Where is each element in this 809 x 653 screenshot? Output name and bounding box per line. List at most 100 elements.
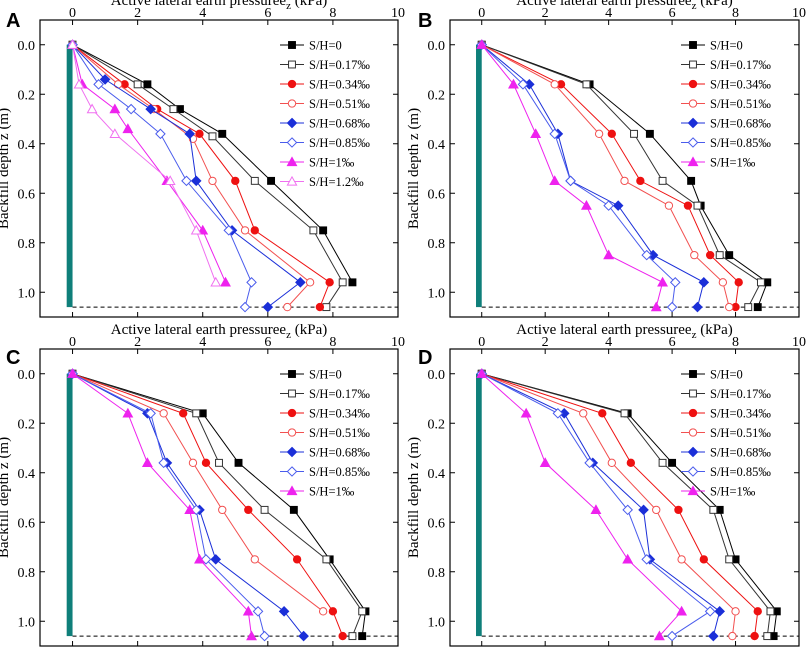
legend-item: S/H=0.17‰	[681, 387, 771, 401]
legend-label: S/H=1‰	[309, 485, 355, 499]
series-line	[72, 44, 344, 308]
data-point	[246, 630, 257, 641]
legend-label: S/H=0	[710, 39, 743, 53]
legend-item: S/H=0.17‰	[280, 387, 370, 401]
data-point	[250, 555, 259, 564]
legend-marker	[286, 485, 298, 496]
data-point	[598, 409, 607, 418]
data-point	[309, 226, 318, 235]
data-point	[630, 129, 638, 138]
data-point	[692, 301, 703, 313]
legend-marker	[687, 466, 699, 477]
legend-label: S/H=1‰	[710, 156, 756, 170]
data-point	[184, 504, 196, 515]
x-tick-label: 0	[478, 6, 485, 21]
legend-item: S/H=0.51‰	[280, 97, 370, 111]
legend-item: S/H=0.51‰	[681, 426, 771, 440]
data-point	[113, 80, 123, 89]
data-point	[705, 250, 715, 260]
data-point	[690, 250, 699, 260]
data-point	[766, 607, 775, 616]
legend-item: S/H=0.68‰	[681, 446, 771, 460]
legend-item: S/H=0.85‰	[681, 465, 771, 479]
data-point	[709, 505, 718, 514]
data-point	[133, 80, 142, 89]
data-point	[250, 226, 259, 235]
series-1	[477, 369, 775, 641]
legend-item: S/H=0.51‰	[681, 97, 771, 111]
series-line	[481, 44, 664, 308]
x-tick-label: 0	[69, 335, 76, 350]
legend-label: S/H=0.85‰	[309, 465, 370, 479]
legend-marker	[288, 389, 296, 398]
legend-label: S/H=0.17‰	[710, 387, 771, 401]
x-tick-label: 8	[732, 335, 739, 350]
data-point	[208, 132, 217, 141]
legend-label: S/H=1‰	[309, 156, 355, 170]
data-point	[517, 79, 529, 90]
legend-item: S/H=1‰	[280, 485, 355, 499]
legend-item: S/H=0.68‰	[280, 117, 370, 131]
data-point	[218, 505, 227, 515]
data-point	[693, 201, 702, 210]
plot-frame	[449, 348, 800, 647]
series-3	[477, 369, 740, 641]
legend: S/H=0 S/H=0.17‰ S/H=0.34‰ S/H=0.51‰ S/H=0.68…	[681, 368, 771, 499]
x-tick-label: 10	[792, 335, 806, 350]
data-point	[612, 200, 624, 211]
series-5	[67, 368, 270, 642]
legend-label: S/H=0.85‰	[710, 136, 771, 150]
data-point	[192, 409, 201, 418]
data-point	[620, 176, 629, 186]
legend-label: S/H=0.17‰	[309, 58, 370, 72]
data-point	[328, 607, 338, 616]
data-point	[109, 128, 121, 139]
legend-item: S/H=0.34‰	[280, 78, 370, 92]
legend-marker	[287, 99, 297, 108]
legend-marker	[288, 41, 296, 49]
data-point	[86, 103, 98, 114]
data-point	[259, 630, 270, 642]
legend-marker	[287, 79, 297, 89]
x-tick-label: 2	[134, 335, 141, 350]
data-point	[594, 129, 604, 139]
y-tick-label: 1.0	[428, 286, 446, 301]
y-tick-label: 0.6	[428, 516, 446, 531]
legend-label: S/H=0.85‰	[309, 136, 370, 150]
data-point	[164, 175, 176, 186]
data-point	[658, 458, 667, 467]
data-point	[358, 632, 367, 641]
data-point	[622, 553, 634, 564]
data-point	[190, 224, 202, 235]
x-tick-label: 2	[542, 335, 549, 350]
data-point	[641, 249, 653, 261]
legend-item: S/H=0.68‰	[681, 117, 771, 131]
x-axis-title: Active lateral earth pressureez (kPa)	[516, 322, 732, 341]
data-point	[197, 224, 209, 235]
plot-frame	[449, 19, 800, 318]
legend-label: S/H=0.68‰	[309, 117, 370, 131]
x-tick-label: 10	[391, 335, 405, 350]
legend-label: S/H=1.2‰	[309, 175, 364, 189]
x-tick-label: 8	[329, 6, 336, 21]
y-axis-title: Backfill depth z (m)	[0, 108, 12, 229]
series-line	[481, 44, 768, 308]
data-point	[298, 630, 309, 642]
data-point	[231, 176, 240, 186]
y-axis-title: Backfill depth z (m)	[406, 437, 422, 558]
data-point	[158, 457, 169, 469]
data-point	[731, 607, 740, 616]
x-tick-label: 10	[391, 6, 405, 21]
y-tick-label: 0.4	[428, 467, 446, 482]
data-point	[715, 251, 724, 260]
legend-item: S/H=1‰	[280, 156, 355, 170]
data-point	[169, 105, 178, 114]
data-point	[145, 103, 156, 115]
series-2	[68, 369, 347, 641]
data-point	[348, 278, 357, 287]
data-point	[699, 555, 708, 564]
series-line	[72, 373, 324, 612]
data-point	[753, 607, 762, 616]
series-line	[72, 44, 253, 308]
legend-item: S/H=0	[280, 368, 342, 382]
